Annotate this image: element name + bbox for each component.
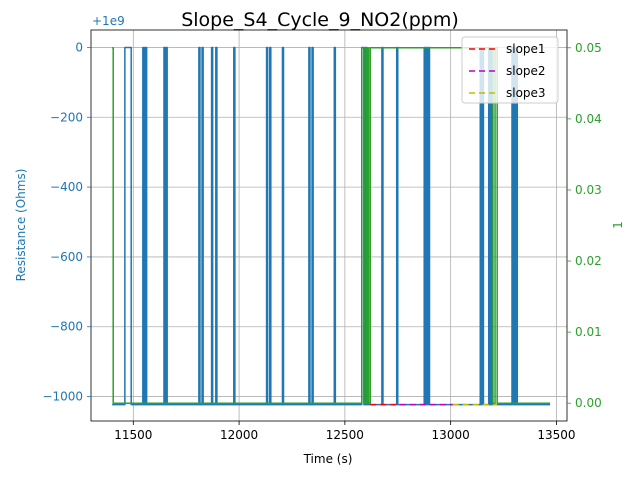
y-left-tick-label: −400: [50, 180, 83, 194]
legend-box: [461, 36, 559, 104]
y-left-tick-label: 0: [75, 40, 83, 54]
legend-label-slope2: slope2: [506, 64, 546, 78]
y-left-tick-label: −1000: [42, 390, 83, 404]
legend-label-slope3: slope3: [506, 86, 546, 100]
grid: [91, 30, 567, 421]
x-tick-label: 13500: [537, 428, 575, 442]
x-tick-label: 13000: [432, 428, 470, 442]
x-tick-label: 12500: [326, 428, 364, 442]
y-right-tick-label: 0.03: [575, 183, 602, 197]
y-left-tick-label: −200: [50, 110, 83, 124]
y-left-tick-label: −800: [50, 320, 83, 334]
y-axis-left-label: Resistance (Ohms): [14, 169, 28, 282]
x-tick-label: 11500: [114, 428, 152, 442]
y-left-tick-label: −600: [50, 250, 83, 264]
y-axis-right-label: 1: [611, 221, 625, 229]
left-axis-offset-label: +1e9: [92, 14, 125, 28]
y-right-tick-label: 0.04: [575, 112, 602, 126]
y-right-tick-label: 0.05: [575, 41, 602, 55]
chart-title: Slope_S4_Cycle_9_NO2(ppm): [181, 9, 459, 31]
y-right-tick-label: 0.01: [575, 325, 602, 339]
x-tick-label: 12000: [220, 428, 258, 442]
y-right-tick-label: 0.00: [575, 396, 602, 410]
legend-label-slope1: slope1: [506, 42, 546, 56]
legend-items: slope1 slope2 slope3: [469, 42, 546, 100]
plot-border: [90, 29, 568, 422]
plot-frame: [90, 29, 568, 422]
y-right-tick-label: 0.02: [575, 254, 602, 268]
legend: slope1 slope2 slope3: [461, 36, 559, 104]
axis-ticks: 11500 12000 12500 13000 13500 0 −200 −400 −600 −8…: [42, 40, 601, 442]
series-line-resistance: [112, 46, 551, 406]
x-axis-label: Time (s): [303, 452, 353, 466]
